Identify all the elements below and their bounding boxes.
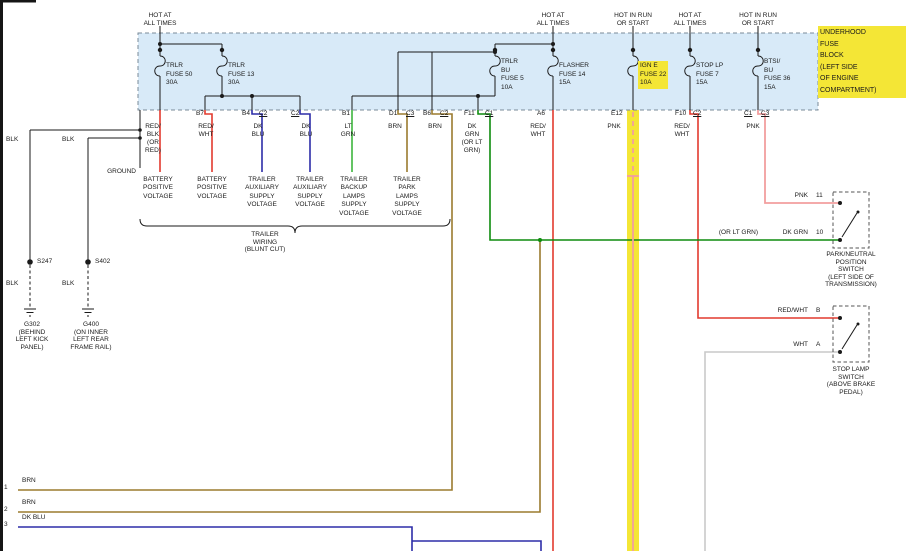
ground-label-g302: G302 (BEHIND LEFT KICK PANEL) bbox=[15, 321, 49, 351]
wire-white bbox=[704, 351, 840, 551]
pin-label-a6: A6 bbox=[537, 110, 545, 117]
wire-label-or-lt-grn: (OR LT GRN) bbox=[718, 229, 758, 236]
ground-wiring bbox=[24, 110, 142, 317]
wire-label-dk-blu-ref-3: DK BLU bbox=[22, 514, 46, 521]
page-ref-3: 3 bbox=[4, 521, 8, 528]
wire-label-blk-4: BLK bbox=[62, 280, 75, 287]
wire-label-lt-grn: LT GRN bbox=[340, 123, 356, 138]
connector-link-c2-1[interactable]: C2 bbox=[259, 110, 268, 117]
wire-label-red-wht-1: RED/ WHT bbox=[198, 123, 214, 138]
fuse-block bbox=[137, 26, 819, 111]
wire-label-red-wht-3: RED/ WHT bbox=[674, 123, 690, 138]
ground-label-g400: G400 (ON INNER LEFT REAR FRAME RAIL) bbox=[70, 321, 112, 351]
splice-s402-dot bbox=[85, 259, 91, 265]
pin-label-f10: F10 bbox=[675, 110, 687, 117]
fuse-label-trlr-bu-5: TRLR BU FUSE 5 10A bbox=[501, 58, 524, 91]
splice-label-s247: S247 bbox=[37, 258, 53, 265]
circuit-label-battery-2: BATTERY POSITIVE VOLTAGE bbox=[197, 176, 227, 200]
trailer-wiring-label: TRAILER WIRING (BLUNT CUT) bbox=[244, 231, 286, 254]
wire-label-pnk-2: PNK bbox=[746, 123, 760, 130]
feed-label-4: HOT AT ALL TIMES bbox=[673, 12, 707, 27]
wire-label-blk-left: BLK bbox=[6, 136, 19, 143]
pin-label-f11: F11 bbox=[464, 110, 475, 117]
fuse-label-ign-e-22: IGN E FUSE 22 10A bbox=[638, 61, 669, 89]
pin-label-b7: B7 bbox=[196, 110, 204, 117]
connector-link-c1-1[interactable]: C1 bbox=[485, 110, 494, 117]
pin-label-d1: D1 bbox=[389, 110, 398, 117]
wire-label-brn-ref-2: BRN bbox=[22, 499, 36, 506]
stop-lamp-switch-caption: STOP LAMP SWITCH (ABOVE BRAKE PEDAL) bbox=[826, 366, 876, 396]
pin-label-b6: B6 bbox=[423, 110, 431, 117]
circuit-label-aux-2: TRAILER AUXILIARY SUPPLY VOLTAGE bbox=[293, 176, 327, 209]
wire-label-pnk-1: PNK bbox=[607, 123, 621, 130]
park-neutral-switch-caption: PARK/NEUTRAL POSITION SWITCH (LEFT SIDE … bbox=[825, 251, 877, 289]
stop-lamp-switch-symbol bbox=[832, 305, 870, 363]
wire-label-brn-1: BRN bbox=[388, 123, 402, 130]
pin-label-b: B bbox=[816, 307, 821, 314]
page-ref-2: 2 bbox=[4, 506, 8, 513]
wire-label-red-blk: RED/ BLK (OR RED) bbox=[145, 123, 161, 154]
pin-label-b1: B1 bbox=[342, 110, 350, 117]
fuse-label-flasher-14: FLASHER FUSE 14 15A bbox=[559, 62, 589, 87]
connector-link-c1-2[interactable]: C1 bbox=[744, 110, 753, 117]
feed-label-5: HOT IN RUN OR START bbox=[739, 12, 777, 27]
circuit-label-aux-1: TRAILER AUXILIARY SUPPLY VOLTAGE bbox=[245, 176, 279, 209]
connector-link-c3-1[interactable]: C3 bbox=[406, 110, 415, 117]
feed-label-2: HOT AT ALL TIMES bbox=[536, 12, 570, 27]
trailer-wiring-brace bbox=[139, 218, 451, 234]
pin-label-e12: E12 bbox=[611, 110, 623, 117]
wires-red bbox=[159, 110, 840, 551]
wire-label-brn-2: BRN bbox=[428, 123, 442, 130]
wire-label-dk-blu-1: DK BLU bbox=[251, 123, 265, 138]
circuit-label-battery-1: BATTERY POSITIVE VOLTAGE bbox=[143, 176, 173, 200]
park-neutral-switch-symbol bbox=[832, 191, 870, 249]
wires-blue bbox=[18, 110, 542, 551]
fuse-block-callout: UNDERHOOD FUSE BLOCK (LEFT SIDE OF ENGIN… bbox=[818, 26, 906, 98]
circuit-label-ground: GROUND bbox=[107, 168, 136, 175]
pin-label-11: 11 bbox=[816, 192, 823, 199]
circuit-label-backup: TRAILER BACKUP LAMPS SUPPLY VOLTAGE bbox=[339, 176, 369, 217]
connector-link-c2-2[interactable]: C2 bbox=[291, 110, 300, 117]
ground-symbol-g400 bbox=[82, 308, 94, 317]
wires-brown bbox=[18, 110, 541, 513]
fuse-label-trlr-50: TRLR FUSE 50 30A bbox=[166, 62, 193, 87]
circuit-label-park-lamps: TRAILER PARK LAMPS SUPPLY VOLTAGE bbox=[392, 176, 422, 217]
wire-label-brn-ref-1: BRN bbox=[22, 477, 36, 484]
wire-label-red-wht-switch: RED/WHT bbox=[777, 307, 808, 314]
splice-label-s402: S402 bbox=[95, 258, 111, 265]
pin-label-10: 10 bbox=[816, 229, 824, 236]
connector-link-c2-4[interactable]: C2 bbox=[693, 110, 702, 117]
wire-label-wht: WHT bbox=[793, 341, 808, 348]
feed-label-3: HOT IN RUN OR START bbox=[614, 12, 652, 27]
feed-label-1: HOT AT ALL TIMES bbox=[143, 12, 177, 27]
fuse-label-btsi-bu-36: BTSI/ BU FUSE 36 15A bbox=[764, 58, 791, 91]
wire-label-pnk-switch: PNK bbox=[794, 192, 808, 199]
fuse-label-stop-lp-7: STOP LP FUSE 7 15A bbox=[696, 62, 724, 87]
connector-link-c3-2[interactable]: C3 bbox=[761, 110, 770, 117]
pin-label-a: A bbox=[816, 341, 821, 348]
wire-label-dk-blu-2: DK BLU bbox=[299, 123, 313, 138]
splice-s247-dot bbox=[27, 259, 33, 265]
ground-symbol-g302 bbox=[24, 308, 36, 317]
pin-label-b4: B4 bbox=[242, 110, 250, 117]
page-ref-1: 1 bbox=[4, 484, 8, 491]
connector-link-c2-3[interactable]: C2 bbox=[440, 110, 449, 117]
wires-pink bbox=[627, 110, 840, 551]
wire-label-blk-right: BLK bbox=[62, 136, 75, 143]
wire-label-blk-3: BLK bbox=[6, 280, 19, 287]
wire-dk-green bbox=[477, 110, 840, 242]
wire-label-dk-grn: DK GRN (OR LT GRN) bbox=[461, 123, 483, 154]
wire-label-red-wht-2: RED/ WHT bbox=[530, 123, 546, 138]
fuse-label-trlr-13: TRLR FUSE 13 30A bbox=[228, 62, 255, 87]
wire-label-dk-grn-switch: DK GRN bbox=[782, 229, 808, 236]
page-border bbox=[0, 0, 36, 551]
